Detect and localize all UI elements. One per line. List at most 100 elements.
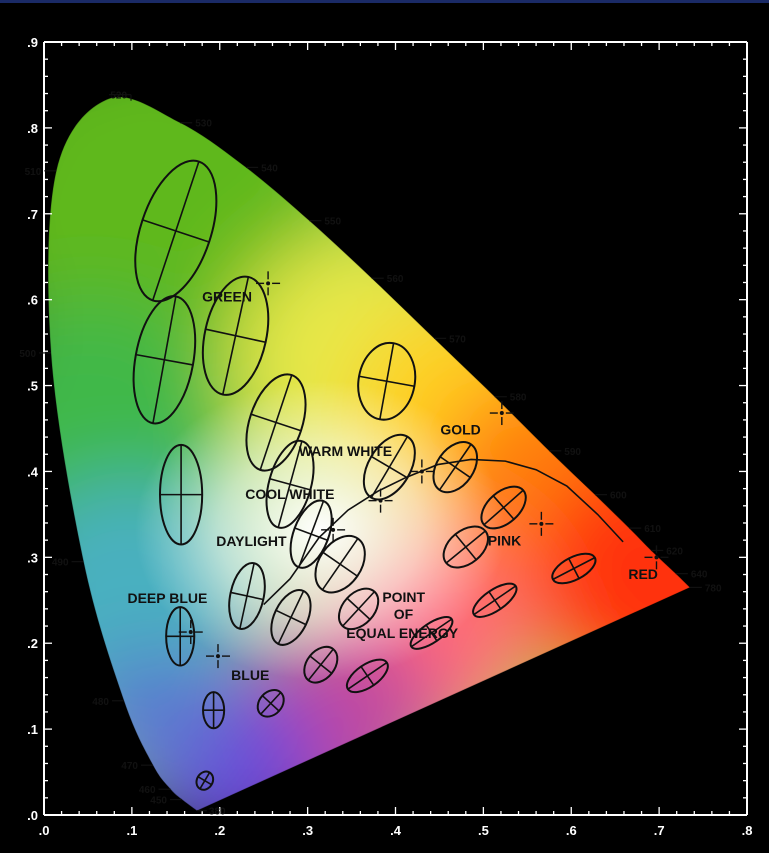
crosshair-marker xyxy=(205,644,230,669)
ellipse-minor-axis xyxy=(370,455,408,479)
ellipse-outline xyxy=(134,159,218,303)
region-label: GOLD xyxy=(440,422,480,438)
ellipse-minor-axis xyxy=(358,375,415,388)
wavelength-label: 530 xyxy=(195,119,212,130)
top-edge-band xyxy=(0,0,769,3)
region-label: COOL WHITE xyxy=(245,486,334,502)
region-label: GREEN xyxy=(202,288,252,304)
macadam-ellipse xyxy=(303,645,339,684)
ellipse-minor-axis xyxy=(322,551,358,577)
macadam-ellipse xyxy=(132,295,197,425)
wavelength-label: 590 xyxy=(564,447,581,458)
ellipse-minor-axis xyxy=(142,219,210,243)
ellipse-minor-axis xyxy=(425,624,438,642)
macadam-ellipse xyxy=(256,689,285,718)
ellipse-minor-axis xyxy=(197,775,212,786)
macadam-ellipse xyxy=(314,534,366,594)
macadam-ellipse xyxy=(158,443,204,546)
crosshair-marker xyxy=(321,517,346,542)
y-tick-label: .9 xyxy=(27,35,38,50)
y-tick-label: .0 xyxy=(27,808,38,823)
y-tick-label: .5 xyxy=(27,379,38,394)
ellipse-minor-axis xyxy=(439,456,471,479)
macadam-ellipse xyxy=(345,658,389,694)
plot-frame: .0 .1 .2 .3 .4 .5 .6 .7 .8 .0 .1 .2 .3 .4 .5 .6 .7 .8 .9 xyxy=(27,35,752,838)
x-tick-label: .5 xyxy=(478,823,489,838)
ellipse-minor-axis xyxy=(230,591,264,601)
wavelength-label: 520 xyxy=(110,91,127,102)
x-tick-label: .6 xyxy=(566,823,577,838)
macadam-ellipse xyxy=(245,373,307,472)
region-label: DEEP BLUE xyxy=(127,590,207,606)
y-tick-label: .1 xyxy=(27,722,38,737)
chromaticity-markers xyxy=(178,271,669,669)
region-label: BLUE xyxy=(231,667,269,683)
macadam-ellipse xyxy=(134,159,218,303)
macadam-ellipses xyxy=(132,159,597,791)
x-tick-label: .4 xyxy=(390,823,402,838)
crosshair-dot xyxy=(499,411,504,416)
macadam-ellipse xyxy=(270,589,312,646)
wavelength-label: 610 xyxy=(644,524,661,535)
wavelength-label: 560 xyxy=(387,274,404,285)
region-label: OF xyxy=(394,606,414,622)
wavelength-label: 450 xyxy=(150,796,167,807)
wavelength-label: 580 xyxy=(510,393,527,404)
wavelength-label: 540 xyxy=(261,163,278,174)
y-tick-label: .4 xyxy=(27,464,39,479)
x-tick-label: .7 xyxy=(654,823,665,838)
ellipse-minor-axis xyxy=(261,695,280,712)
region-label: POINT xyxy=(382,589,425,605)
region-label: RED xyxy=(628,566,658,582)
crosshair-marker xyxy=(644,545,669,570)
macadam-ellipse xyxy=(228,562,266,630)
wavelength-label: 490 xyxy=(52,558,69,569)
crosshair-dot xyxy=(215,654,220,659)
crosshair-dot xyxy=(539,521,544,526)
ellipse-minor-axis xyxy=(454,533,477,561)
ellipse-minor-axis xyxy=(492,495,515,520)
y-tick-label: .8 xyxy=(27,121,38,136)
ellipse-minor-axis xyxy=(309,655,333,675)
spectral-locus xyxy=(47,96,691,812)
y-tick-label: .3 xyxy=(27,550,38,565)
region-labels: GREEN GOLD WARM WHITE COOL WHITE PINK DAYLIGH… xyxy=(127,288,657,683)
wavelength-label: 470 xyxy=(121,761,138,772)
ellipse-outline xyxy=(256,689,285,718)
macadam-ellipse xyxy=(432,441,479,494)
wavelength-label: 640 xyxy=(691,570,708,581)
wavelength-label: 510 xyxy=(25,167,42,178)
macadam-ellipse xyxy=(472,582,518,618)
crosshair-dot xyxy=(419,469,424,474)
macadam-ellipse xyxy=(195,770,215,791)
ellipse-minor-axis xyxy=(275,609,307,626)
wavelength-label: 620 xyxy=(666,546,683,557)
ellipse-minor-axis xyxy=(488,591,502,610)
ellipse-minor-axis xyxy=(269,477,311,491)
macadam-ellipse xyxy=(480,485,527,530)
wavelength-label: 380 xyxy=(209,807,226,818)
region-label: DAYLIGHT xyxy=(216,533,287,549)
crosshair-dot xyxy=(266,281,271,286)
ellipse-minor-axis xyxy=(135,353,194,366)
crosshair-dot xyxy=(378,498,383,503)
wavelength-label: 780 xyxy=(705,583,722,594)
wavelength-label: 480 xyxy=(92,697,109,708)
macadam-ellipse xyxy=(362,433,416,501)
crosshair-marker xyxy=(409,459,434,484)
ellipse-outline xyxy=(228,562,266,630)
ellipse-minor-axis xyxy=(250,413,302,432)
wavelength-label: 600 xyxy=(610,491,627,502)
macadam-ellipse xyxy=(337,587,380,631)
crosshair-marker xyxy=(489,401,514,426)
crosshair-dot xyxy=(331,527,336,532)
ellipse-minor-axis xyxy=(360,666,375,686)
wavelength-label: 570 xyxy=(449,334,466,345)
macadam-ellipse xyxy=(201,275,270,396)
crosshair-dot xyxy=(188,630,193,635)
x-tick-label: .1 xyxy=(126,823,137,838)
region-label: WARM WHITE xyxy=(299,443,392,459)
wavelength-label: 460 xyxy=(139,785,156,796)
wavelength-label: 500 xyxy=(19,349,36,360)
